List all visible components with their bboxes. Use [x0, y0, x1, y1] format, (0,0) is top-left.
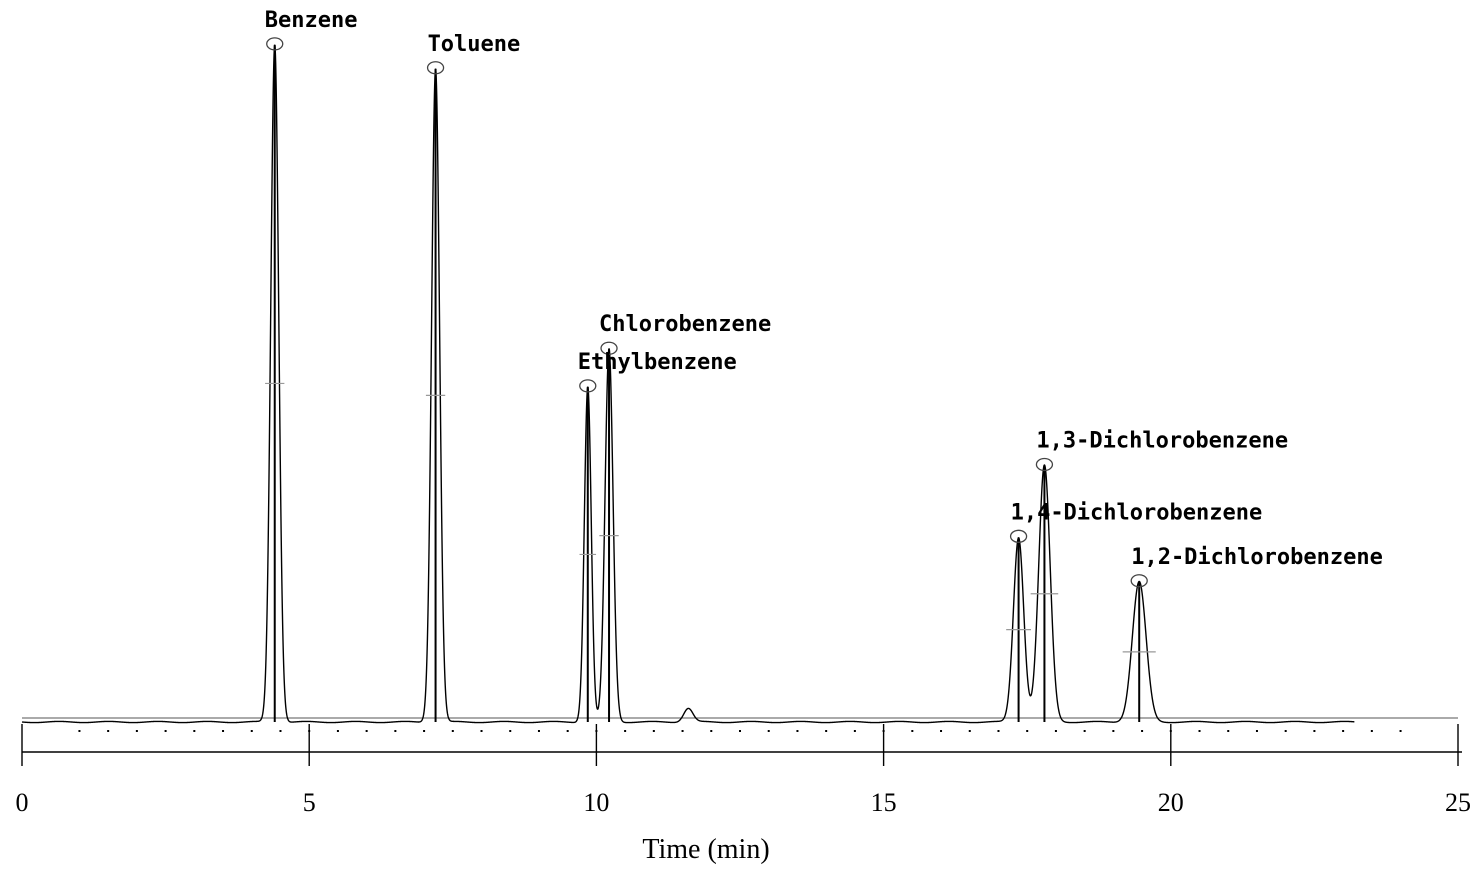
x-tick-label: 15	[871, 788, 897, 817]
peak-marker	[266, 37, 284, 51]
minor-tick-dot	[451, 730, 454, 732]
peak-label: 1,4-Dichlorobenzene	[1011, 500, 1263, 525]
minor-tick-dot	[566, 730, 569, 732]
minor-tick-dot	[997, 730, 1000, 732]
minor-tick-dot	[1141, 730, 1144, 732]
minor-tick-dot	[480, 730, 483, 732]
minor-tick-dot	[1313, 730, 1316, 732]
minor-tick-dot	[1284, 730, 1287, 732]
minor-tick-dot	[853, 730, 856, 732]
minor-tick-dot	[107, 730, 110, 732]
minor-tick-dot	[1112, 730, 1115, 732]
minor-tick-dot	[681, 730, 684, 732]
minor-tick-dot	[279, 730, 282, 732]
peak-marker	[1035, 457, 1054, 472]
minor-tick-dot	[624, 730, 627, 732]
peak-marker	[1009, 529, 1028, 543]
x-tick-label: 20	[1158, 788, 1184, 817]
peak-label: Ethylbenzene	[578, 350, 737, 375]
minor-tick-dot	[1198, 730, 1201, 732]
minor-tick-dot	[1227, 730, 1230, 732]
minor-tick-dot	[336, 730, 339, 732]
minor-tick-dot	[537, 730, 540, 732]
peak-marker	[1130, 574, 1148, 588]
x-tick-label: 0	[16, 788, 29, 817]
minor-tick-dot	[250, 730, 253, 732]
minor-tick-dot	[1083, 730, 1086, 732]
x-axis-title: Time (min)	[642, 834, 769, 865]
peak-label: Toluene	[428, 32, 521, 57]
minor-tick-dot	[739, 730, 741, 732]
minor-tick-dot	[825, 730, 828, 732]
minor-tick-dot	[796, 730, 799, 732]
minor-tick-dot	[423, 730, 426, 732]
minor-tick-dot	[710, 730, 713, 732]
peak-label: 1,2-Dichlorobenzene	[1131, 545, 1383, 570]
minor-tick-dot	[767, 730, 770, 732]
x-tick-label: 10	[583, 788, 609, 817]
minor-tick-dot	[911, 730, 914, 732]
minor-tick-dot	[365, 730, 368, 732]
chromatogram-trace	[21, 44, 1355, 724]
minor-tick-dot	[968, 730, 971, 732]
minor-tick-dot	[135, 730, 138, 732]
minor-tick-dot	[509, 730, 512, 732]
minor-tick-dot	[193, 730, 196, 732]
minor-tick-dot	[78, 730, 81, 732]
minor-tick-dot	[164, 730, 167, 732]
peak-label: 1,3-Dichlorobenzene	[1036, 429, 1288, 454]
x-tick-label: 25	[1445, 788, 1471, 817]
minor-tick-dot	[652, 730, 655, 732]
minor-tick-dot	[1054, 730, 1057, 732]
minor-tick-dot	[222, 730, 225, 732]
minor-tick-dot	[1399, 730, 1402, 732]
peak-marker	[579, 379, 597, 393]
peak-label: Chlorobenzene	[599, 312, 771, 337]
minor-tick-dot	[1342, 730, 1345, 732]
peak-marker	[600, 341, 618, 355]
minor-tick-dot	[1255, 730, 1258, 732]
minor-tick-dot	[940, 730, 943, 732]
minor-tick-dot	[394, 730, 397, 732]
peak-marker	[426, 61, 445, 75]
minor-tick-dot	[1370, 730, 1373, 732]
minor-tick-dot	[1026, 730, 1029, 732]
x-tick-label: 5	[303, 788, 316, 817]
peak-label: Benzene	[265, 8, 358, 33]
